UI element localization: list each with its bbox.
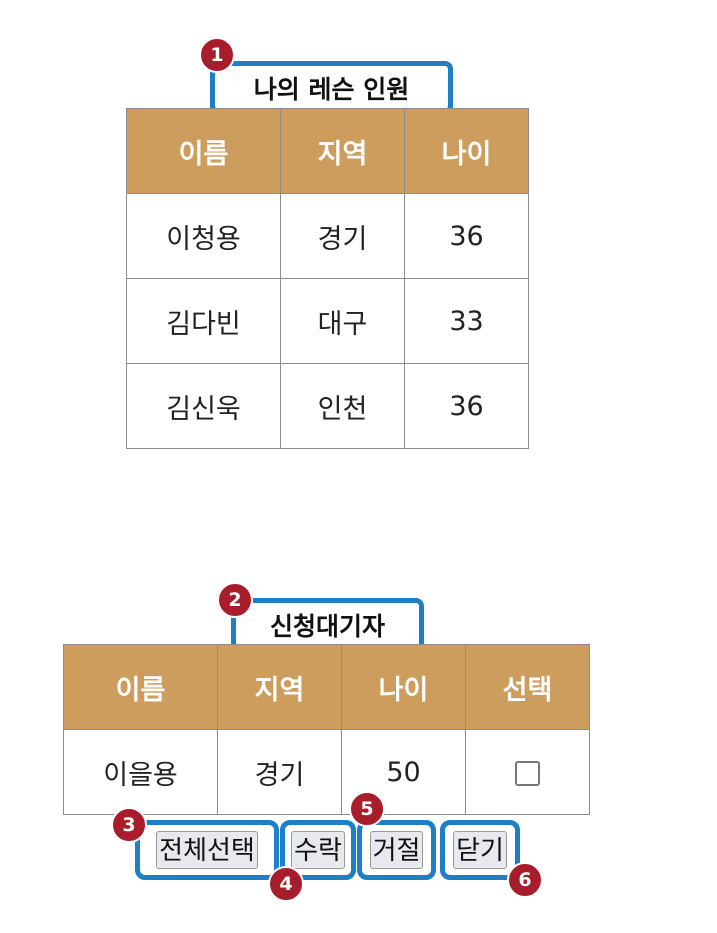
column-header-name: 이름 — [63, 644, 218, 730]
table-row: 김신욱 인천 36 — [126, 363, 529, 449]
cell-age: 33 — [404, 278, 529, 364]
cell-region: 경기 — [280, 193, 405, 279]
column-header-select: 선택 — [465, 644, 590, 730]
annotation-badge-3: 3 — [111, 807, 147, 843]
select-all-button[interactable]: 전체선택 — [156, 831, 258, 869]
cell-name: 김다빈 — [126, 278, 281, 364]
annotation-badge-1: 1 — [199, 37, 235, 73]
reject-button-highlight: 거절 — [357, 820, 436, 880]
cell-region: 인천 — [280, 363, 405, 449]
cell-select — [465, 729, 590, 815]
table-header-row: 이름 지역 나이 — [126, 108, 529, 194]
accept-button-highlight: 수락 — [280, 820, 356, 880]
reject-button[interactable]: 거절 — [369, 831, 424, 869]
cell-age: 36 — [404, 193, 529, 279]
cell-region: 경기 — [217, 729, 342, 815]
column-header-name: 이름 — [126, 108, 281, 194]
table-row: 김다빈 대구 33 — [126, 278, 529, 364]
lesson-table-caption-text: 나의 레슨 인원 — [253, 74, 410, 104]
cell-region: 대구 — [280, 278, 405, 364]
table-header-row: 이름 지역 나이 선택 — [63, 644, 590, 730]
lesson-members-table: 이름 지역 나이 이청용 경기 36 김다빈 대구 33 김신욱 인천 36 — [126, 108, 529, 449]
close-button-highlight: 닫기 — [440, 820, 520, 880]
column-header-region: 지역 — [280, 108, 405, 194]
accept-button[interactable]: 수락 — [291, 831, 345, 869]
cell-age: 36 — [404, 363, 529, 449]
annotation-badge-5: 5 — [349, 791, 385, 827]
table-row: 이청용 경기 36 — [126, 193, 529, 279]
lesson-table-caption: 나의 레슨 인원 — [210, 61, 453, 114]
waiting-table-caption: 신청대기자 — [231, 598, 424, 651]
annotation-badge-2: 2 — [217, 582, 253, 618]
cell-name: 김신욱 — [126, 363, 281, 449]
column-header-age: 나이 — [341, 644, 466, 730]
waiting-applicants-table: 이름 지역 나이 선택 이을용 경기 50 — [63, 644, 590, 815]
waiting-table-caption-text: 신청대기자 — [269, 611, 385, 641]
cell-name: 이을용 — [63, 729, 218, 815]
select-all-button-highlight: 전체선택 — [135, 820, 279, 880]
close-button[interactable]: 닫기 — [453, 831, 507, 869]
select-checkbox[interactable] — [515, 760, 540, 786]
annotation-badge-4: 4 — [268, 866, 304, 902]
table-row: 이을용 경기 50 — [63, 729, 590, 815]
column-header-age: 나이 — [404, 108, 529, 194]
cell-name: 이청용 — [126, 193, 281, 279]
annotation-badge-6: 6 — [507, 862, 543, 898]
column-header-region: 지역 — [217, 644, 342, 730]
